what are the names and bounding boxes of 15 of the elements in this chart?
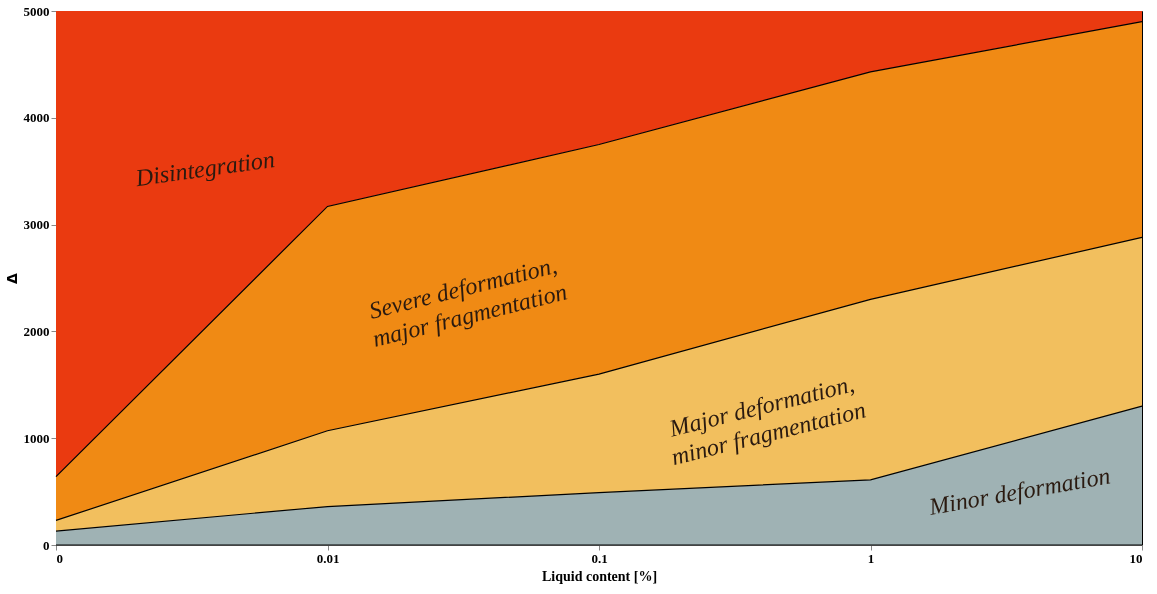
y-tick-label: 0 bbox=[43, 537, 50, 553]
x-tick-label: 0 bbox=[56, 550, 63, 566]
series-label: Minor deformation bbox=[926, 462, 1113, 521]
y-axis-title: Δ bbox=[3, 272, 20, 284]
y-tick-label: 3000 bbox=[23, 217, 50, 233]
x-tick-label: 1 bbox=[867, 550, 875, 566]
x-axis-title: Liquid content [%] bbox=[541, 568, 658, 584]
x-tick-label: 10 bbox=[1129, 550, 1143, 566]
y-tick-label: 1000 bbox=[23, 430, 50, 446]
x-tick-label: 0.01 bbox=[316, 550, 340, 566]
y-tick-label: 2000 bbox=[23, 323, 50, 339]
y-tick-label: 5000 bbox=[23, 3, 50, 19]
y-tick-label: 4000 bbox=[23, 110, 50, 126]
series-label: Disintegration bbox=[133, 145, 277, 192]
x-tick-label: 0.1 bbox=[591, 550, 608, 566]
